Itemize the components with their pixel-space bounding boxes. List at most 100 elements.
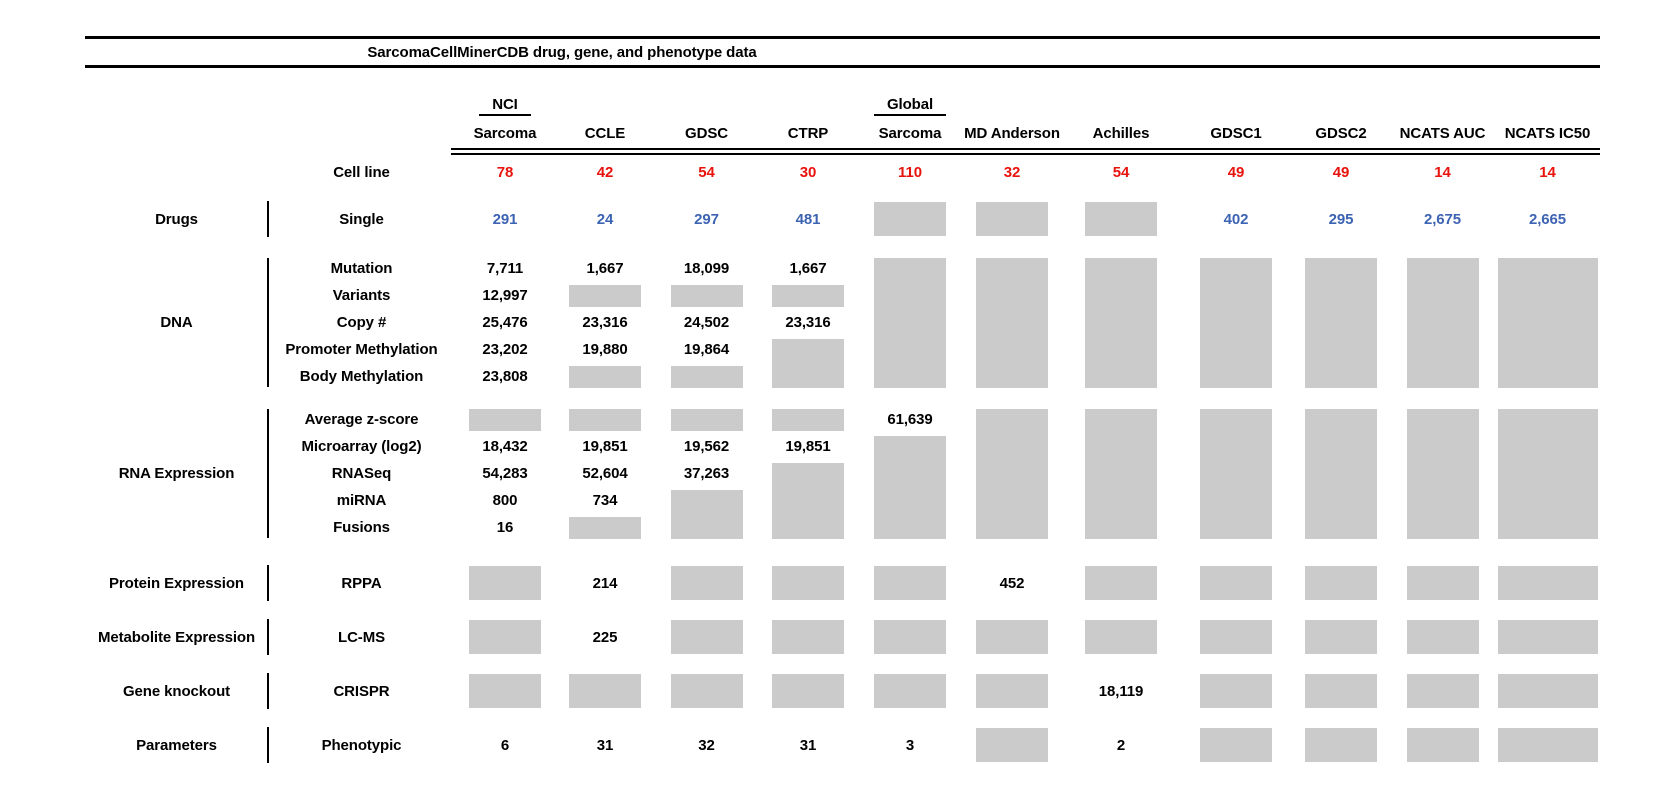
no-data-box [670, 408, 743, 431]
header-double-rule [451, 148, 1600, 155]
value-cell: 481 [795, 210, 821, 228]
no-data-box-cell [655, 667, 758, 715]
value-cell: 19,562 [683, 438, 730, 455]
subcategory-label-rnaseq: RNASeq [331, 465, 392, 482]
header-top-underlined-text: Global [873, 96, 947, 116]
value-cell: 61,639 [887, 411, 933, 428]
value-cell: 18,119 [1098, 682, 1144, 700]
column-header-gdsc1-7: GDSC1 [1210, 125, 1262, 142]
no-data-box-cell [455, 667, 555, 715]
column-header-gdsc-2: GDSC [685, 125, 728, 142]
value-cell: 225 [592, 628, 618, 646]
no-data-box [569, 365, 641, 388]
no-data-box-cell [1390, 255, 1495, 390]
no-data-box-cell [1390, 667, 1495, 715]
category-label-gene-knockout: Gene knockout [85, 667, 269, 715]
no-data-box-cell [655, 613, 758, 661]
column-header-md-anderson-5: MD Anderson [964, 125, 1060, 142]
no-data-box-cell [1495, 406, 1600, 541]
no-data-box [1085, 566, 1157, 600]
no-data-box [772, 462, 844, 539]
no-data-box-cell [655, 559, 758, 607]
no-data-box-cell [1390, 559, 1495, 607]
value-cell: 24 [596, 210, 614, 228]
no-data-box-cell [1495, 255, 1600, 390]
value-cell: 7,711 [486, 260, 524, 277]
no-data-box [976, 257, 1048, 388]
cell-line-count-row: Cell line 78 42 54 30 110 32 54 49 49 14 14 [85, 155, 1600, 189]
no-data-box-cell [1495, 613, 1600, 661]
no-data-box-cell [858, 433, 962, 541]
subcategory-label-body-methylation: Body Methylation [299, 368, 424, 385]
no-data-box-cell [758, 559, 858, 607]
no-data-box-cell [758, 460, 858, 541]
no-data-box-cell [1062, 195, 1180, 243]
section-rna-expression: RNA Expression Average z-score 61,639 Micro… [85, 406, 1600, 541]
no-data-box [469, 566, 541, 600]
value-cell: 54,283 [482, 465, 528, 482]
column-header-ncats-auc-9: NCATS AUC [1399, 125, 1486, 142]
category-label-protein-expression: Protein Expression [85, 559, 269, 607]
no-data-box-cell [758, 613, 858, 661]
value-cell: 452 [999, 574, 1025, 592]
value-cell: 6 [500, 736, 510, 754]
category-label-rna-expression: RNA Expression [85, 406, 269, 541]
section-vertical-divider [267, 727, 269, 763]
section-vertical-divider [267, 201, 269, 237]
no-data-box [569, 284, 641, 307]
cell-line-count: 42 [596, 163, 614, 181]
no-data-box-cell [758, 336, 858, 390]
value-cell: 19,851 [785, 438, 831, 455]
no-data-box [1200, 674, 1272, 708]
no-data-box [976, 620, 1048, 654]
section-protein-expression: Protein Expression RPPA 214 452 [85, 559, 1600, 607]
value-cell: 23,316 [785, 314, 831, 331]
no-data-box-cell [858, 613, 962, 661]
value-cell: 24,502 [683, 314, 730, 331]
no-data-box [874, 620, 946, 654]
no-data-box [1305, 728, 1377, 762]
header-top-label-global: Global [858, 84, 962, 116]
no-data-box-cell [1062, 406, 1180, 541]
no-data-box-cell [1495, 559, 1600, 607]
no-data-box-cell [655, 282, 758, 309]
column-header-sarcoma-4: Sarcoma [878, 125, 942, 142]
no-data-box [1406, 566, 1479, 600]
no-data-box-cell [555, 406, 655, 433]
no-data-box-cell [1062, 559, 1180, 607]
section-dna: DNA Mutation 7,711 1,667 18,099 1,667 Variants… [85, 255, 1600, 390]
no-data-box [1085, 620, 1157, 654]
figure-title: SarcomaCellMinerCDB drug, gene, and phen… [367, 44, 757, 61]
value-cell: 734 [592, 492, 618, 509]
subcategory-label-phenotypic: Phenotypic [321, 736, 402, 754]
no-data-box-cell [1062, 255, 1180, 390]
no-data-box [1497, 674, 1598, 708]
subcategory-label-promoter-methylation: Promoter Methylation [285, 341, 438, 358]
no-data-box-cell [962, 195, 1062, 243]
value-cell: 1,667 [789, 260, 827, 277]
no-data-box [1406, 257, 1479, 388]
no-data-box-cell [1292, 667, 1390, 715]
no-data-box [772, 620, 844, 654]
no-data-box [1305, 620, 1377, 654]
cell-line-count: 32 [1003, 163, 1021, 181]
column-header-ccle-1: CCLE [584, 125, 626, 142]
no-data-box-cell [1292, 255, 1390, 390]
value-cell: 19,880 [582, 341, 628, 358]
no-data-box-cell [655, 487, 758, 541]
cell-line-count: 54 [1112, 163, 1130, 181]
figure-table: SarcomaCellMinerCDB drug, gene, and phen… [85, 36, 1600, 769]
value-cell: 295 [1328, 210, 1354, 228]
no-data-box-cell [1180, 721, 1292, 769]
subcategory-label-fusions: Fusions [333, 519, 390, 536]
cell-line-count: 14 [1539, 163, 1556, 181]
no-data-box-cell [962, 667, 1062, 715]
no-data-box-cell [455, 559, 555, 607]
category-label-drugs: Drugs [85, 195, 269, 243]
no-data-box [1200, 620, 1272, 654]
no-data-box-cell [1292, 559, 1390, 607]
no-data-box [976, 408, 1048, 539]
no-data-box [1497, 620, 1598, 654]
value-cell: 402 [1223, 210, 1249, 228]
cell-line-count: 30 [799, 163, 817, 181]
